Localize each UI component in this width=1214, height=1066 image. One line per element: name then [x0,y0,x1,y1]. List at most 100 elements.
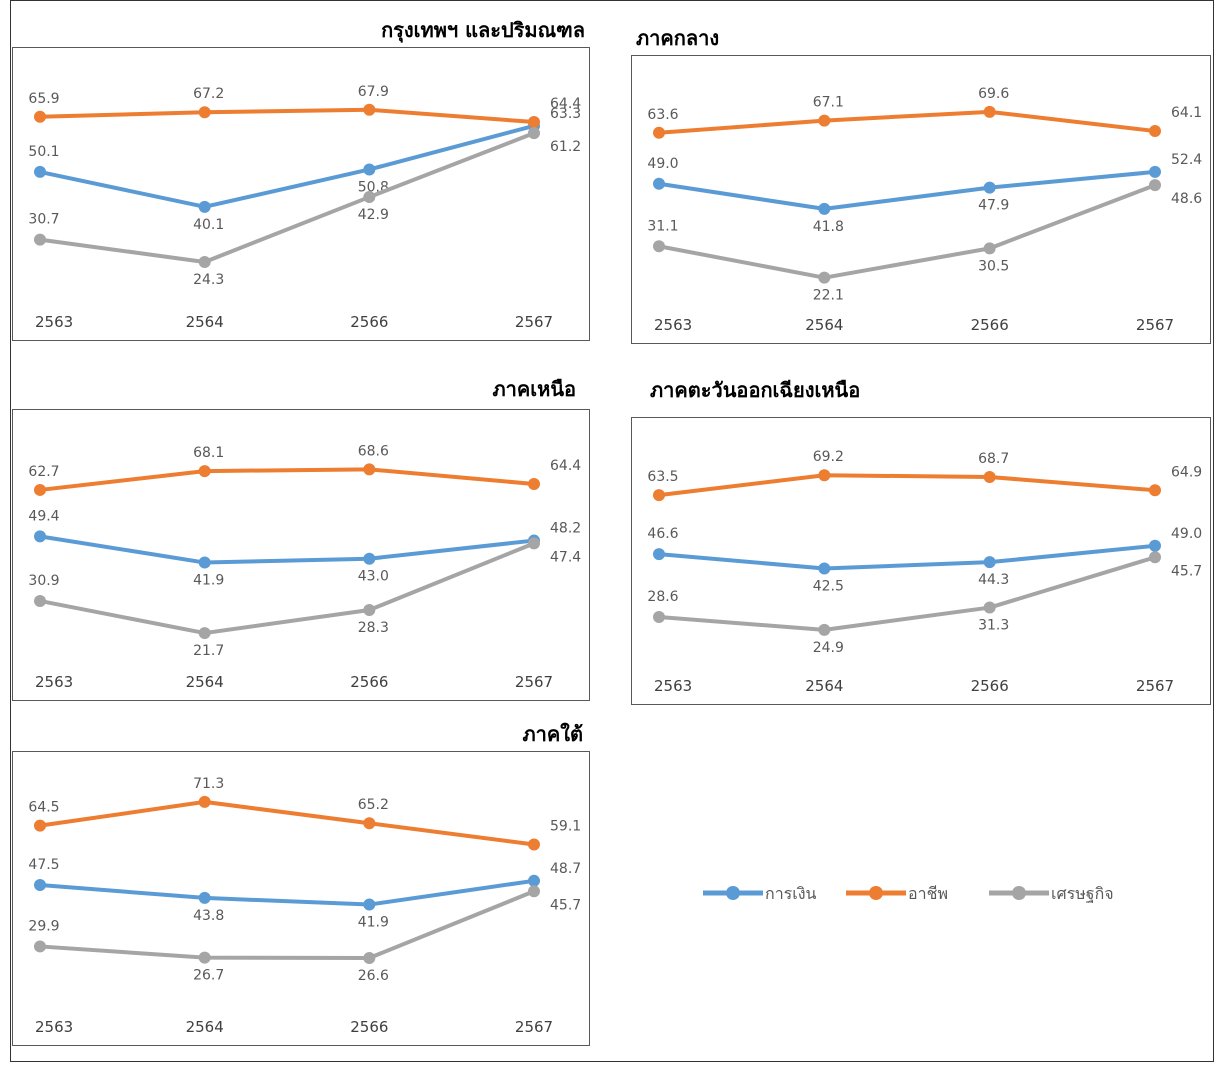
series-การเงิน: 49.0 41.8 47.9 52.4 [647,152,1202,235]
data-point [198,627,211,640]
x-tick-label: 2567 [515,1018,553,1036]
series-line [39,534,535,565]
data-point [363,103,376,116]
x-tick-label: 2563 [654,677,692,695]
panel-frame [12,409,590,701]
data-label: 68.6 [358,443,389,459]
data-label: 63.5 [647,469,678,485]
data-point [363,191,376,204]
data-point [363,951,376,964]
data-label: 64.5 [28,800,59,816]
data-label: 24.9 [813,640,844,656]
series-line [39,799,535,847]
data-point [1149,179,1161,192]
data-point [653,126,665,139]
series-line [39,123,535,209]
x-tick-label: 2566 [971,316,1009,334]
data-point [528,127,540,140]
data-point [528,885,540,898]
data-point [1149,551,1161,564]
data-point [528,116,540,129]
data-label: 41.9 [358,915,389,931]
data-label: 49.0 [1171,526,1202,542]
x-tick-label: 2563 [35,313,73,331]
data-point [653,489,665,502]
data-label: 59.1 [550,819,581,835]
data-label: 68.7 [978,451,1009,467]
data-label: 63.6 [647,107,678,123]
data-label: 68.1 [193,445,224,461]
data-label: 50.1 [28,144,59,160]
series-อาชีพ: 62.7 68.1 68.6 64.4 [28,443,581,496]
data-point [818,562,831,575]
series-การเงิน: 46.6 42.5 44.3 49.0 [647,526,1202,595]
series-line [658,543,1156,571]
data-point [363,817,376,830]
data-label: 48.6 [1171,191,1202,207]
data-label: 61.2 [550,139,581,155]
data-point [198,465,211,478]
data-point [1149,125,1161,138]
data-label: 28.3 [358,620,389,636]
panel-title: กรุงเทพฯ และปริมณฑล [381,18,585,43]
series-การเงิน: 49.4 41.9 43.0 48.2 [28,508,581,588]
data-point [34,530,46,543]
data-point [983,242,996,255]
data-point [983,601,996,614]
data-label: 48.2 [550,521,581,537]
series-อาชีพ: 65.9 67.2 67.9 64.4 [28,84,581,129]
data-label: 29.9 [28,918,59,934]
series-การเงิน: 50.140.150.863.3 [28,106,581,233]
data-point [528,838,540,851]
data-point [363,898,376,911]
data-point [983,181,996,194]
panel-frame [631,417,1211,705]
legend-swatch-marker [869,886,883,900]
data-point [363,552,376,565]
panel-5: ภาคใต้ 2563 2564 2566 2567 47.5 43.8 41.9 48.7 64… [12,722,590,1046]
x-tick-label: 2564 [186,1018,224,1036]
data-point [34,483,46,496]
legend-item: เศรษฐกิจ [989,884,1114,903]
data-point [818,271,831,284]
data-label: 47.9 [978,198,1009,214]
legend-item: อาชีพ [846,884,948,903]
data-label: 45.7 [550,897,581,913]
data-point [983,470,996,483]
data-point [34,940,46,953]
data-label: 49.0 [647,156,678,172]
data-label: 28.6 [647,589,678,605]
panel-title: ภาคใต้ [522,722,583,746]
x-tick-label: 2566 [350,313,388,331]
data-label: 24.3 [193,272,224,288]
series-line [39,889,535,960]
data-label: 69.2 [813,449,844,465]
data-point [34,165,46,178]
x-tick-label: 2567 [515,673,553,691]
data-label: 48.7 [550,861,581,877]
panel-title: ภาคเหนือ [493,377,577,401]
data-label: 22.1 [813,288,844,304]
series-อาชีพ: 63.6 67.1 69.6 64.1 [647,86,1202,139]
data-label: 45.7 [1171,563,1202,579]
panel-frame [12,751,590,1046]
data-label: 65.2 [358,797,389,813]
data-label: 69.6 [978,86,1009,102]
series-เศรษฐกิจ: 31.1 22.1 30.5 48.6 [647,179,1202,304]
data-point [818,114,831,127]
series-เศรษฐกิจ: 30.7 24.3 42.9 61.2 [28,127,581,288]
data-point [198,951,211,964]
data-point [818,623,831,636]
legend-swatch-marker [726,886,740,900]
panel-3: ภาคเหนือ 2563 2564 2566 2567 49.4 41.9 43.0 48.2… [12,377,590,701]
data-label: 67.1 [813,95,844,111]
data-point [528,537,540,550]
data-label: 26.6 [358,968,389,984]
panel-title: ภาคกลาง [636,26,719,50]
data-label: 42.5 [813,578,844,594]
data-point [34,594,46,607]
data-label: 21.7 [193,643,224,659]
data-label: 65.9 [28,91,59,107]
data-label: 64.4 [550,458,581,474]
